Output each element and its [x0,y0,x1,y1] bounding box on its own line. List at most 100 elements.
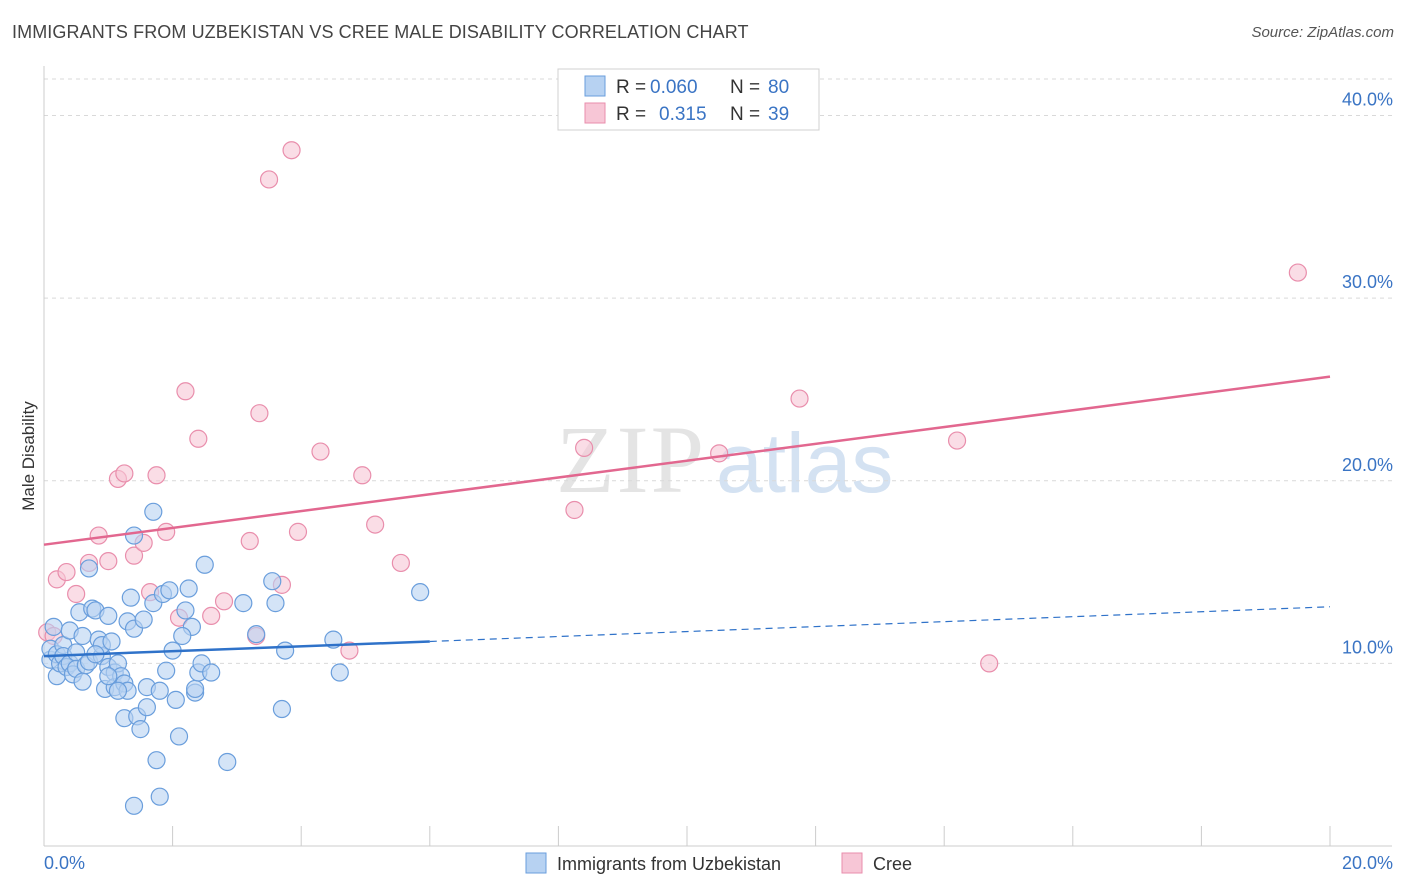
uzbekistan-point [169,727,189,746]
stats-legend-swatch-blue [584,75,606,97]
series-legend-swatch-uzbekistan [525,852,547,874]
uzbekistan-point [186,679,205,699]
uzbekistan-point [102,632,121,651]
stats-r-label-1: R = [616,77,646,98]
y-tick-label: 10.0% [1342,637,1393,657]
stats-r-label-2: R = [616,104,646,125]
cree-point [710,444,729,463]
uzbekistan-point [150,681,169,700]
uzbekistan-point [44,617,63,636]
uzbekistan-point [79,559,99,578]
cree-point [250,404,269,423]
uzbekistan-trend-line [43,640,430,658]
uzbekistan-point [147,751,166,770]
uzbekistan-point [124,796,144,815]
uzbekistan-point [99,667,118,686]
cree-point [176,382,195,401]
series-legend-label-uzbekistan: Immigrants from Uzbekistan [557,854,781,874]
stats-n-value-2: 39 [768,104,789,125]
cree-point [99,552,118,571]
x-tick-label: 0.0% [44,853,85,873]
axes [43,66,1392,847]
series-points [38,141,1307,815]
watermark-atlas: atlas [716,416,893,510]
cree-point [202,606,221,626]
cree-point [1288,263,1307,282]
stats-n-label-1: N = [730,77,760,98]
cree-point [311,442,330,461]
cree-point [790,389,809,408]
y-axis-label: Male Disability [19,401,38,511]
x-tick-label: 20.0% [1342,853,1393,873]
cree-point [340,641,359,660]
stats-n-value-1: 80 [768,77,789,98]
stats-r-value-2: 0.315 [659,104,707,125]
uzbekistan-point [134,610,153,629]
uzbekistan-point [176,601,195,620]
series-legend-swatch-cree [841,852,863,874]
uzbekistan-point [266,594,285,613]
cree-point [124,546,144,565]
cree-point [214,592,234,611]
uzbekistan-point [276,641,295,660]
uzbekistan-trend-extension [429,606,1331,643]
uzbekistan-point [99,606,118,626]
x-tick-labels: 0.0% 20.0% [44,853,1393,873]
cree-point [115,464,134,483]
cree-point [147,466,166,485]
stats-legend: R = 0.060 N = 80 R = 0.315 N = 39 [557,68,820,131]
watermark-zip: ZIP [556,406,706,513]
uzbekistan-point [179,579,198,598]
uzbekistan-point [234,594,253,613]
uzbekistan-point [272,699,292,719]
cree-point [353,466,372,485]
cree-point [980,654,999,673]
uzbekistan-point [218,752,237,772]
cree-point [366,515,385,534]
uzbekistan-point [121,588,140,607]
uzbekistan-point [108,681,128,700]
source-label: Source: ZipAtlas.com [1251,24,1394,41]
uzbekistan-point [150,787,169,806]
uzbekistan-point [247,625,266,644]
uzbekistan-point [160,581,179,600]
uzbekistan-point [73,626,92,646]
cree-point [259,170,279,189]
uzbekistan-point [411,583,430,602]
cree-point [575,438,594,457]
cree-point [57,562,76,582]
y-tick-label: 40.0% [1342,90,1393,110]
uzbekistan-point [173,626,192,646]
uzbekistan-point [202,663,221,682]
cree-point [391,553,410,573]
cree-point [565,500,584,520]
y-tick-labels: 10.0% 20.0% 30.0% 40.0% [1342,90,1393,658]
y-tick-label: 30.0% [1342,272,1393,292]
series-legend-label-cree: Cree [873,854,912,874]
uzbekistan-point [330,663,349,682]
cree-trend-line [43,375,1331,546]
cree-point [189,429,208,448]
uzbekistan-point [131,720,150,739]
trend-lines [43,375,1331,658]
cree-point [282,141,301,160]
cree-point [240,531,259,551]
uzbekistan-point [263,572,282,591]
gridlines [44,78,1392,664]
series-legend: Immigrants from Uzbekistan Cree [525,852,912,874]
uzbekistan-point [137,698,156,717]
y-tick-label: 20.0% [1342,455,1393,475]
uzbekistan-point [195,555,214,574]
uzbekistan-point [73,672,92,691]
uzbekistan-point [166,690,185,710]
stats-n-label-2: N = [730,104,760,125]
cree-point [288,522,308,541]
stats-r-value-1: 0.060 [650,77,698,98]
uzbekistan-point [124,526,144,545]
uzbekistan-point [157,661,176,680]
uzbekistan-point [144,502,163,521]
cree-point [947,431,967,450]
cree-point [67,584,86,604]
stats-legend-swatch-pink [584,102,606,124]
